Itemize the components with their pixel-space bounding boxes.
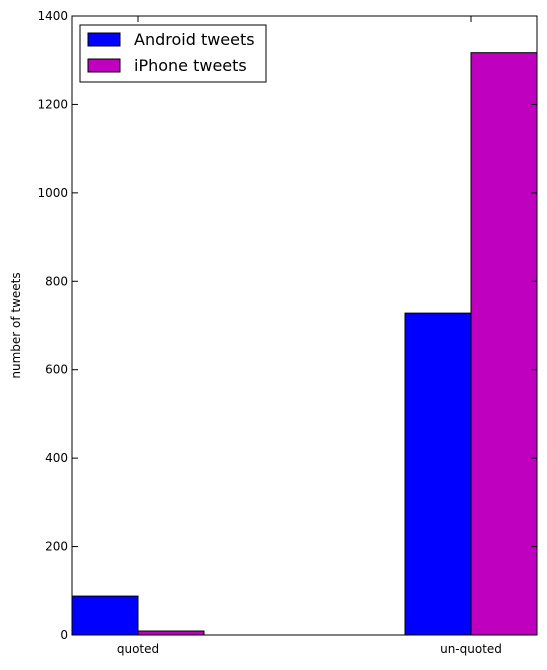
y-tick-label: 800	[45, 274, 68, 288]
y-tick-label: 1000	[37, 186, 68, 200]
bar-android-tweets-un-quoted	[404, 312, 472, 636]
x-tick-label: un-quoted	[440, 642, 502, 656]
legend-label-android-tweets: Android tweets	[134, 30, 255, 49]
y-tick-label: 0	[60, 628, 68, 642]
y-tick-label: 200	[45, 540, 68, 554]
bars-layer	[71, 52, 538, 636]
bar-android-tweets-quoted	[71, 595, 139, 636]
legend-swatch-iphone-tweets	[87, 58, 121, 73]
y-tick-label: 1200	[37, 97, 68, 111]
legend-items: Android tweets iPhone tweets	[87, 30, 255, 75]
y-tick-label: 400	[45, 451, 68, 465]
bar-iphone-tweets-quoted	[137, 630, 205, 636]
y-tick-label: 600	[45, 363, 68, 377]
ticks-layer: 0 200 400 600 800 1000 1200 1400 quoted un-quoted	[37, 9, 537, 656]
legend-swatch-android-tweets	[87, 32, 121, 47]
legend: Android tweets iPhone tweets	[79, 24, 267, 83]
y-axis-title: number of tweets	[9, 272, 23, 378]
x-tick-label: quoted	[117, 642, 159, 656]
legend-label-iphone-tweets: iPhone tweets	[134, 56, 247, 75]
bar-iphone-tweets-un-quoted	[470, 52, 538, 636]
plot-frame	[71, 15, 538, 636]
y-tick-label: 1400	[37, 9, 68, 23]
